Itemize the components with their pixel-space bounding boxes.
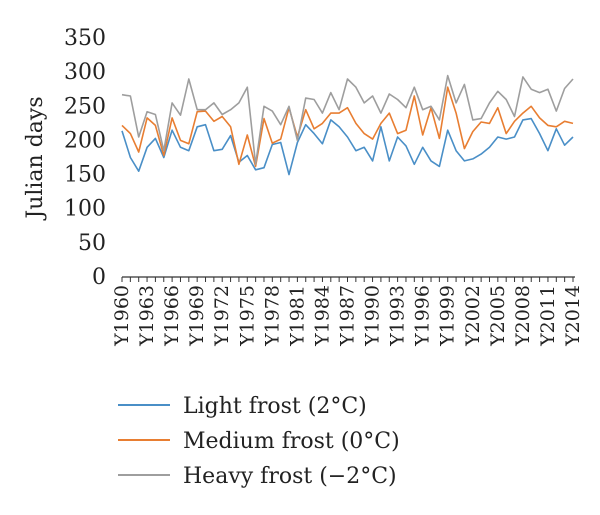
plot-lines bbox=[121, 74, 574, 176]
y-tick-label: 200 bbox=[64, 128, 106, 153]
legend-label-0: Light frost (2°C) bbox=[183, 394, 367, 419]
x-tick-label: Y1972 bbox=[211, 285, 233, 347]
y-tick-label: 50 bbox=[78, 231, 106, 256]
series-line-0 bbox=[121, 117, 574, 176]
legend-label-2: Heavy frost (−2°C) bbox=[183, 464, 397, 489]
y-axis-ticks: 0 50 100 150 200 250 300 350 bbox=[64, 26, 106, 290]
x-tick-label: Y1963 bbox=[136, 285, 158, 347]
x-tick-label: Y1975 bbox=[236, 285, 258, 347]
x-tick-label: Y2014 bbox=[562, 285, 584, 347]
x-tick-label: Y1981 bbox=[286, 285, 308, 347]
x-tick-label: Y1999 bbox=[437, 285, 459, 347]
y-tick-label: 150 bbox=[64, 163, 106, 188]
series-line-2 bbox=[121, 74, 574, 166]
x-axis-ticks: Y1960 Y1963 Y1966 Y1969 Y1972 Y1975 Y1978 Y1981… bbox=[111, 277, 584, 347]
x-tick-label: Y2008 bbox=[512, 285, 534, 347]
x-tick-label: Y1996 bbox=[412, 285, 434, 347]
x-tick-label: Y2011 bbox=[537, 285, 559, 347]
x-tick-label: Y2005 bbox=[487, 285, 509, 347]
legend: Light frost (2°C) Medium frost (0°C) Heavy… bbox=[118, 394, 400, 489]
x-tick-label: Y1978 bbox=[261, 285, 283, 347]
x-tick-label: Y2002 bbox=[462, 285, 484, 347]
legend-label-1: Medium frost (0°C) bbox=[183, 429, 400, 454]
x-tick-label: Y1984 bbox=[311, 285, 333, 347]
x-tick-label: Y1993 bbox=[387, 285, 409, 347]
x-tick-label: Y1990 bbox=[362, 285, 384, 347]
y-tick-label: 250 bbox=[64, 94, 106, 119]
y-tick-label: 100 bbox=[64, 197, 106, 222]
y-tick-label: 0 bbox=[92, 265, 106, 290]
y-axis-title: Julian days bbox=[23, 96, 48, 220]
x-tick-label: Y1969 bbox=[186, 285, 208, 347]
series-line-1 bbox=[121, 86, 574, 168]
y-tick-label: 350 bbox=[64, 26, 106, 51]
x-tick-label: Y1966 bbox=[161, 285, 183, 347]
y-tick-label: 300 bbox=[64, 60, 106, 85]
x-tick-label: Y1960 bbox=[111, 285, 133, 347]
x-tick-label: Y1987 bbox=[337, 285, 359, 347]
